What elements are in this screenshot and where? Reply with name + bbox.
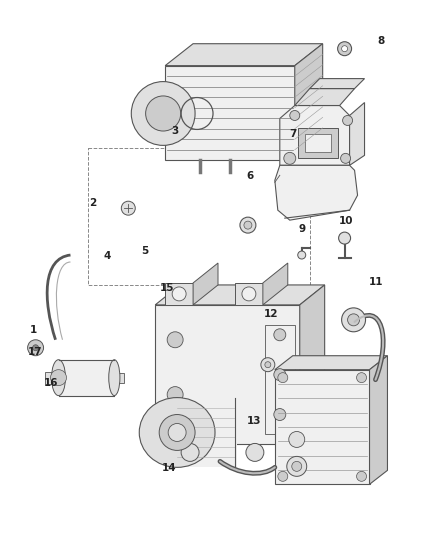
Text: 1: 1 — [30, 325, 37, 335]
Polygon shape — [59, 360, 114, 395]
Circle shape — [274, 329, 286, 341]
Polygon shape — [165, 66, 295, 160]
Polygon shape — [165, 44, 323, 66]
Polygon shape — [298, 128, 338, 158]
Polygon shape — [193, 263, 218, 305]
Circle shape — [290, 110, 300, 120]
Ellipse shape — [52, 360, 66, 395]
Polygon shape — [275, 356, 388, 370]
Polygon shape — [155, 305, 300, 445]
Circle shape — [246, 443, 264, 462]
Circle shape — [298, 251, 306, 259]
Polygon shape — [280, 106, 350, 165]
Circle shape — [341, 154, 350, 163]
Circle shape — [284, 152, 296, 164]
Text: 11: 11 — [369, 278, 383, 287]
Circle shape — [278, 373, 288, 383]
Polygon shape — [370, 356, 388, 484]
Polygon shape — [295, 88, 355, 106]
Polygon shape — [295, 44, 323, 160]
Circle shape — [28, 340, 43, 356]
Polygon shape — [114, 373, 124, 383]
Text: 3: 3 — [172, 126, 179, 136]
Circle shape — [348, 314, 360, 326]
Polygon shape — [45, 372, 59, 384]
Text: 15: 15 — [159, 282, 174, 293]
Circle shape — [159, 415, 195, 450]
Circle shape — [342, 308, 366, 332]
Text: 2: 2 — [89, 198, 96, 208]
Circle shape — [172, 287, 186, 301]
Circle shape — [32, 345, 39, 351]
Circle shape — [289, 432, 305, 447]
Circle shape — [339, 232, 350, 244]
Text: 13: 13 — [247, 416, 261, 425]
Polygon shape — [275, 165, 357, 220]
Circle shape — [274, 369, 286, 381]
Circle shape — [167, 332, 183, 348]
Polygon shape — [235, 283, 263, 305]
Circle shape — [240, 217, 256, 233]
Polygon shape — [300, 285, 325, 445]
Text: 6: 6 — [246, 171, 253, 181]
Polygon shape — [305, 134, 331, 152]
Text: 16: 16 — [44, 378, 58, 389]
Circle shape — [244, 221, 252, 229]
Polygon shape — [350, 102, 364, 165]
Circle shape — [265, 362, 271, 368]
Text: 17: 17 — [28, 346, 42, 357]
Circle shape — [131, 82, 195, 146]
Circle shape — [278, 471, 288, 481]
Ellipse shape — [109, 360, 120, 395]
Text: 5: 5 — [141, 246, 148, 255]
Polygon shape — [263, 263, 288, 305]
Text: 14: 14 — [162, 463, 176, 473]
Circle shape — [261, 358, 275, 372]
Circle shape — [342, 46, 348, 52]
Circle shape — [168, 424, 186, 441]
Circle shape — [338, 42, 352, 55]
Polygon shape — [310, 78, 364, 88]
Text: 8: 8 — [377, 36, 384, 46]
Text: 12: 12 — [264, 309, 279, 319]
Circle shape — [50, 370, 67, 385]
Polygon shape — [275, 370, 370, 484]
Text: 9: 9 — [298, 224, 306, 235]
Circle shape — [357, 471, 367, 481]
Ellipse shape — [139, 398, 215, 467]
Circle shape — [287, 456, 307, 477]
Circle shape — [167, 386, 183, 402]
Polygon shape — [177, 398, 237, 467]
Text: 4: 4 — [104, 251, 111, 261]
Circle shape — [121, 201, 135, 215]
Circle shape — [274, 409, 286, 421]
Polygon shape — [143, 101, 163, 125]
Polygon shape — [155, 285, 325, 305]
Polygon shape — [165, 283, 193, 305]
Circle shape — [292, 462, 302, 471]
Text: 10: 10 — [339, 216, 353, 227]
Circle shape — [242, 287, 256, 301]
Text: 7: 7 — [290, 128, 297, 139]
Circle shape — [343, 116, 353, 125]
Circle shape — [181, 443, 199, 462]
Circle shape — [357, 373, 367, 383]
Circle shape — [145, 96, 181, 131]
